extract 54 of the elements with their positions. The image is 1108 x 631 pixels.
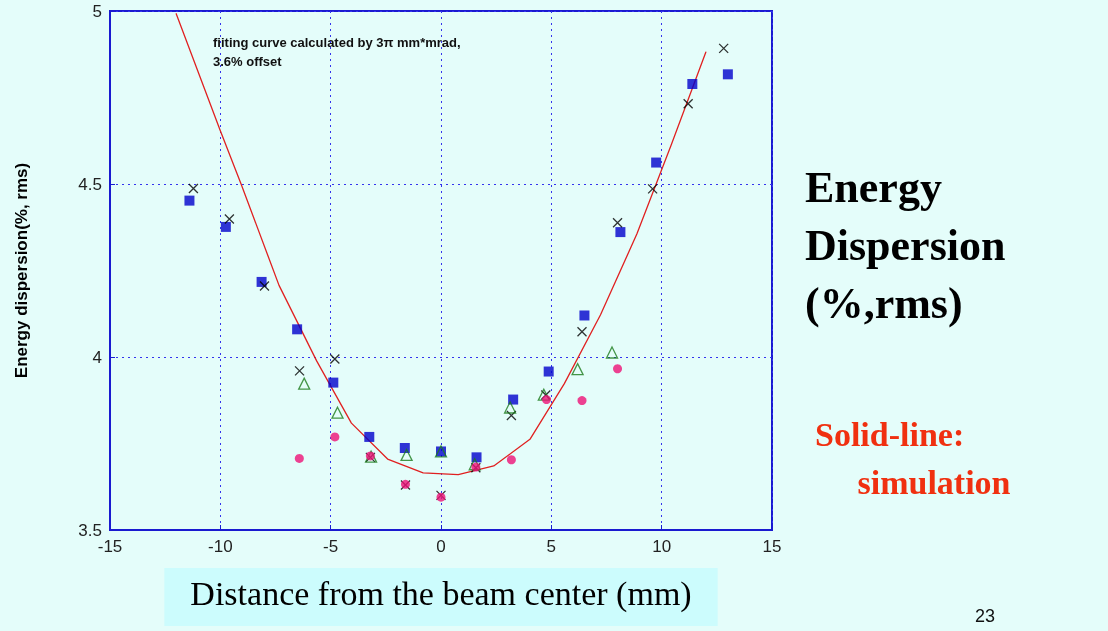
point	[329, 353, 341, 365]
point	[613, 364, 623, 374]
point	[605, 346, 619, 359]
point	[543, 366, 554, 377]
point	[687, 79, 698, 90]
point	[468, 458, 481, 471]
point	[331, 406, 344, 419]
point	[722, 69, 733, 80]
x-tick-label: -5	[323, 537, 339, 556]
text: 23	[975, 606, 996, 626]
point	[294, 453, 304, 463]
x-tick-label: -15	[97, 537, 123, 556]
point	[471, 452, 482, 463]
point	[612, 217, 623, 228]
point	[364, 431, 375, 442]
point	[506, 455, 516, 465]
text: Energy Dispersion (%,rms)	[805, 162, 1006, 328]
y-tick-label: 4	[92, 347, 102, 367]
x-tick-label: 15	[762, 537, 782, 556]
point	[508, 394, 519, 405]
point	[541, 395, 551, 405]
text: Solid-line: simulation	[815, 415, 1011, 501]
point	[220, 221, 231, 232]
point	[184, 195, 195, 206]
x-tick-label: 5	[546, 537, 557, 556]
point	[615, 227, 626, 238]
point	[647, 183, 658, 194]
point	[579, 310, 590, 321]
point	[400, 448, 413, 462]
point	[224, 213, 235, 225]
annotation: fiiting curve calculated by 3π mm*mrad, 3.6% offset	[213, 35, 461, 69]
point	[330, 432, 340, 442]
line-series	[175, 13, 707, 476]
x-tick-label: 0	[436, 537, 446, 556]
y-tick-label: 5	[92, 1, 102, 21]
point	[328, 377, 339, 388]
point	[503, 401, 517, 414]
point	[571, 362, 584, 376]
point	[683, 98, 694, 109]
x-tick-label: 10	[652, 537, 672, 556]
point	[651, 157, 662, 168]
point	[294, 365, 305, 376]
point	[292, 324, 303, 335]
point	[576, 326, 588, 337]
point	[577, 396, 587, 406]
x-tick-label: -10	[208, 537, 233, 556]
y-tick-label: 4.5	[78, 174, 102, 194]
y-tick-label: 3.5	[78, 520, 102, 540]
y-axis-title: Energy dispersion(%, rms)	[12, 162, 31, 379]
point	[298, 377, 311, 390]
x-axis-title: Distance from the beam center (mm)	[190, 574, 692, 613]
point	[259, 280, 270, 292]
point	[718, 43, 729, 54]
point	[188, 183, 199, 194]
